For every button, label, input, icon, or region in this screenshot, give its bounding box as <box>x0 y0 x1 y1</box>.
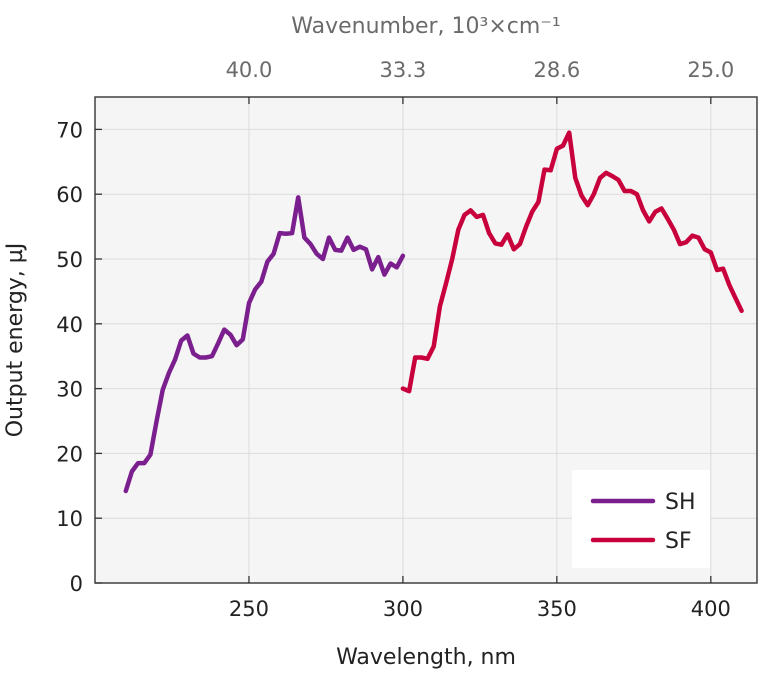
plot-frame <box>94 96 758 584</box>
y-tick-label: 40 <box>56 313 83 337</box>
top-axis-title: Wavenumber, 10³×cm⁻¹ <box>291 14 560 39</box>
legend-label-sh: SH <box>665 490 696 515</box>
grid <box>95 97 757 583</box>
x-tick-label: 400 <box>691 597 731 621</box>
y-tick-label: 0 <box>70 572 83 596</box>
top-tick-label: 25.0 <box>687 58 734 82</box>
top-tick-label: 33.3 <box>380 58 427 82</box>
x-tick-label: 300 <box>383 597 423 621</box>
top-tick-label: 40.0 <box>226 58 273 82</box>
x-tick-label: 250 <box>229 597 269 621</box>
y-axis-title: Output energy, µJ <box>3 243 28 438</box>
y-tick-label: 20 <box>56 442 83 466</box>
x-tick-label: 350 <box>537 597 577 621</box>
y-tick-label: 30 <box>56 378 83 402</box>
y-tick-label: 70 <box>56 118 83 142</box>
y-tick-label: 50 <box>56 248 83 272</box>
axes-layer: 250 300 350 400 0 10 20 30 40 50 60 70 40.0 33.3 28.6 2… <box>56 58 734 621</box>
series-line-sh <box>123 195 406 494</box>
series-layer <box>123 130 744 494</box>
legend-label-sf: SF <box>665 529 692 554</box>
series-line-sf <box>400 130 744 394</box>
x-axis-title: Wavelength, nm <box>336 645 516 670</box>
top-tick-label: 28.6 <box>533 58 580 82</box>
legend: SH SF <box>572 470 710 568</box>
legend-box <box>572 470 710 568</box>
y-tick-label: 10 <box>56 507 83 531</box>
y-tick-label: 60 <box>56 183 83 207</box>
